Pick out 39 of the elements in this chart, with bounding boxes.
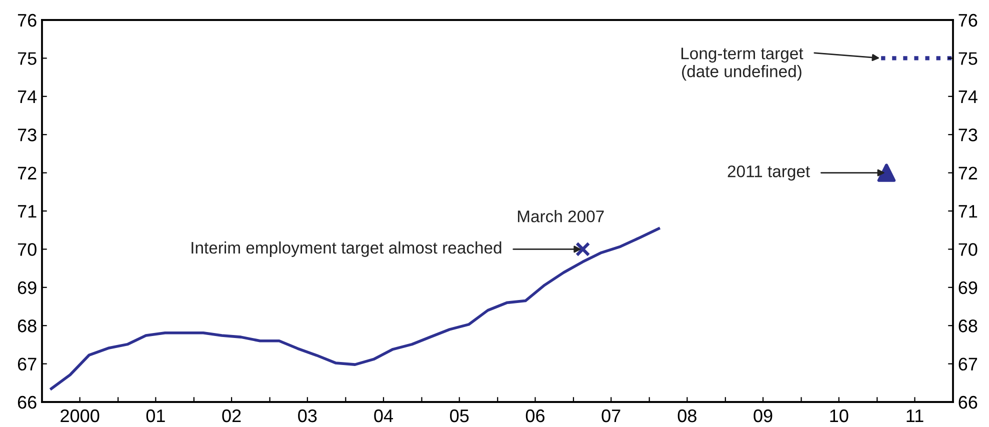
annotation: March 2007 (518, 210, 604, 222)
y2-tick-label: 76 (958, 14, 978, 27)
y2-tick-label: 68 (958, 320, 978, 332)
y2-tick-label: 72 (958, 166, 978, 180)
x-tick-label: 04 (374, 409, 394, 422)
x-tick-label: 06 (526, 409, 544, 422)
x-tick-label: 01 (146, 409, 165, 422)
y-tick-label: 66 (18, 396, 36, 409)
y-tick-label: 69 (18, 281, 36, 294)
y2-tick-label: 75 (958, 52, 978, 65)
y-tick-label: 75 (18, 52, 36, 65)
y-tick-label: 70 (18, 243, 36, 256)
y2-tick-label: 74 (958, 90, 978, 103)
x-tick-label: 03 (298, 409, 317, 422)
x-tick-label: 07 (602, 409, 620, 422)
x-tick-label: 09 (754, 409, 772, 422)
y2-tick-label: 66 (958, 396, 978, 409)
annotation: Interim employment target almost reached (192, 241, 502, 257)
y-tick-label: 71 (18, 205, 36, 218)
x-tick-label: 11 (906, 410, 924, 422)
y2-tick-label: 71 (958, 205, 978, 218)
y-tick-label: 68 (18, 320, 36, 332)
x-tick-label: 02 (222, 409, 241, 422)
y-tick-label: 72 (18, 166, 36, 180)
annotation: Long-term target (date undefined) (681, 48, 804, 81)
y2-tick-label: 67 (958, 358, 978, 371)
y-tick-label: 76 (18, 14, 36, 27)
x-tick-label: 2000 (60, 409, 100, 422)
x-tick-label: 08 (678, 409, 696, 422)
y-tick-label: 74 (18, 90, 37, 103)
y2-tick-label: 73 (958, 128, 978, 142)
x-tick-label: 05 (450, 409, 469, 422)
y2-tick-label: 70 (958, 243, 978, 256)
line-series (50, 227, 660, 390)
y-tick-label: 67 (18, 358, 36, 371)
annotation: 2011 target (728, 165, 810, 181)
x-tick-label: 10 (830, 409, 848, 422)
y2-tick-label: 69 (958, 281, 978, 294)
y-tick-label: 73 (18, 128, 36, 142)
